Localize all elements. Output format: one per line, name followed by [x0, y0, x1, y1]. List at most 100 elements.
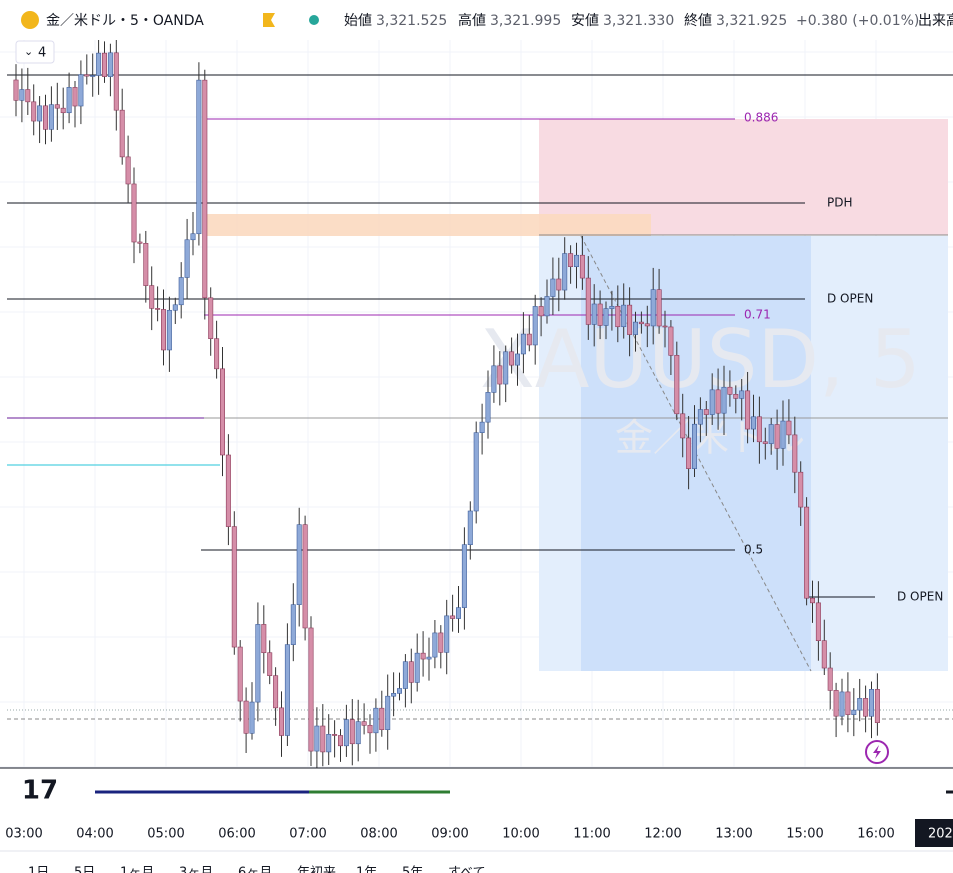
candle-body: [96, 52, 102, 76]
candle-body: [78, 74, 84, 107]
candle-body: [326, 734, 332, 753]
candle-body: [461, 544, 467, 608]
candle-body: [296, 524, 302, 605]
candle-body: [249, 701, 255, 734]
level-label: PDH: [827, 196, 853, 210]
candle-body: [231, 526, 237, 648]
range-button[interactable]: 1ヶ月: [120, 866, 154, 873]
candle-body: [479, 421, 485, 433]
candle-body: [503, 351, 509, 385]
candle-body: [644, 323, 650, 327]
candle-body: [414, 652, 420, 683]
candle-body: [733, 393, 739, 399]
candle-body: [833, 690, 839, 717]
candle-body: [727, 386, 733, 395]
candle-body: [473, 432, 479, 512]
candle-body: [84, 74, 90, 77]
candle-body: [550, 278, 556, 297]
candle-body: [396, 688, 402, 694]
candle-body: [467, 510, 473, 545]
candle-body: [373, 707, 379, 734]
candle-body: [627, 304, 633, 335]
candle-body: [432, 632, 438, 658]
candle-body: [420, 652, 426, 660]
candle-body: [426, 656, 432, 660]
time-axis: 03:00 04:00 05:00 06:00 07:00 08:00 09:00 10:00…: [5, 827, 894, 842]
candle-body: [621, 304, 627, 328]
candle-body: [72, 87, 78, 107]
range-button[interactable]: すべて: [448, 866, 486, 873]
candle-body: [320, 725, 326, 753]
candle-body: [609, 305, 615, 309]
candle-body: [60, 107, 66, 114]
candle-body: [119, 109, 125, 158]
candle-body: [349, 719, 355, 745]
watermark-ticker: XAUUSD, 5: [480, 313, 921, 406]
candle-body: [603, 308, 609, 326]
candle-body: [243, 700, 249, 734]
candle-body: [874, 689, 880, 723]
candle-body: [597, 303, 603, 326]
candle-body: [19, 89, 25, 101]
indicator-toggle[interactable]: [15, 40, 55, 64]
time-label: 12:00: [644, 827, 681, 842]
candle-body: [102, 52, 108, 77]
candle-body: [444, 615, 450, 653]
candle-body: [579, 254, 585, 279]
level-label: 0.5: [744, 543, 763, 557]
candle-body: [402, 661, 408, 689]
range-button[interactable]: 1日: [28, 866, 49, 873]
range-button[interactable]: 年初来: [297, 866, 336, 873]
time-label: 10:00: [502, 827, 539, 842]
candle-body: [591, 303, 597, 325]
orange-zone: [204, 214, 651, 236]
candle-body: [54, 104, 60, 109]
range-button[interactable]: 1年: [356, 866, 377, 873]
candle-body: [526, 333, 532, 346]
open: 3,321.525: [376, 13, 447, 29]
candle-body: [131, 183, 137, 243]
range-bar: 1日 5日 1ヶ月 3ヶ月 6ヶ月 年初来 1年 5年 すべて: [28, 866, 486, 873]
candle-body: [686, 437, 692, 469]
chevron: ⌄: [24, 45, 33, 58]
open-label: 始値: [344, 13, 372, 29]
flag: [263, 13, 275, 27]
candle-body: [172, 304, 178, 311]
candle-body: [220, 368, 226, 456]
candle-body: [48, 104, 54, 130]
logo[interactable]: 17: [22, 776, 58, 806]
candle-body: [290, 604, 296, 645]
candle-body: [756, 416, 762, 443]
time-label: 07:00: [289, 827, 326, 842]
candle-body: [343, 719, 349, 747]
candle-body: [845, 691, 851, 715]
level-label: D OPEN: [897, 590, 943, 604]
candle-body: [337, 735, 343, 747]
candle-body: [196, 79, 202, 235]
candle-body: [367, 724, 373, 734]
candle-body: [225, 454, 231, 527]
symbol-icon: [21, 11, 39, 29]
footer-bg: [0, 768, 953, 873]
candle-body: [697, 409, 703, 425]
time-label: 16:00: [857, 827, 894, 842]
candle-body: [839, 691, 845, 717]
range-button[interactable]: 5日: [74, 866, 95, 873]
candle-body: [556, 278, 562, 291]
range-button[interactable]: 5年: [402, 866, 423, 873]
candle-body: [544, 296, 550, 317]
candle-body: [792, 434, 798, 473]
candle-body: [485, 392, 491, 423]
range-button[interactable]: 6ヶ月: [238, 866, 272, 873]
candle-body: [37, 105, 43, 122]
time-label: 13:00: [715, 827, 752, 842]
candle-body: [562, 253, 568, 291]
range-button[interactable]: 3ヶ月: [179, 866, 213, 873]
time-label: 06:00: [218, 827, 255, 842]
level-label: 0.71: [744, 308, 771, 322]
candle-body: [178, 277, 184, 306]
candles: [13, 40, 880, 768]
candle-body: [113, 52, 119, 111]
candle-body: [662, 325, 668, 328]
candle-body: [190, 233, 196, 241]
